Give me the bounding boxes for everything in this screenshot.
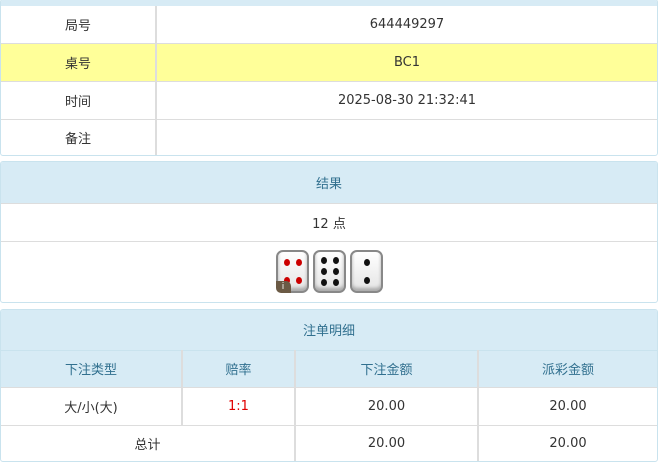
value: BC1 xyxy=(156,42,657,81)
col-amount: 下注金额 xyxy=(295,349,479,387)
bet-type: 大/小(大) xyxy=(1,386,183,425)
value: 2025-08-30 21:32:41 xyxy=(156,80,657,119)
result-points: 12 点 xyxy=(1,202,657,241)
value xyxy=(156,118,657,155)
row-round-id: 局号 644449297 xyxy=(1,6,657,43)
col-payout: 派彩金额 xyxy=(478,349,657,387)
die-6-icon xyxy=(312,250,346,294)
total-row: 总计 20.00 20.00 xyxy=(1,424,657,461)
die-2-icon xyxy=(349,250,383,294)
die-4-icon: i xyxy=(275,250,309,294)
bet-details-panel: 注单明细 下注类型 赔率 下注金额 派彩金额 大/小(大) 1:1 20.00 … xyxy=(0,309,658,462)
info-panel: 局号 644449297 桌号 BC1 时间 2025-08-30 21:32:41 … xyxy=(0,0,658,156)
label: 备注 xyxy=(1,118,157,155)
label: 时间 xyxy=(1,80,157,119)
bet-payout: 20.00 xyxy=(478,386,657,425)
label: 局号 xyxy=(1,6,157,43)
row-table-id: 桌号 BC1 xyxy=(1,42,657,81)
col-type: 下注类型 xyxy=(1,349,183,387)
row-time: 时间 2025-08-30 21:32:41 xyxy=(1,80,657,119)
total-label: 总计 xyxy=(1,424,296,461)
result-panel: 结果 12 点 i xyxy=(0,161,658,303)
bet-odds: 1:1 xyxy=(182,386,296,425)
result-title: 结果 xyxy=(1,162,657,203)
table-row: 大/小(大) 1:1 20.00 20.00 xyxy=(1,386,657,425)
total-amount: 20.00 xyxy=(295,424,479,461)
label: 桌号 xyxy=(1,42,157,81)
value: 644449297 xyxy=(369,16,445,32)
total-payout: 20.00 xyxy=(478,424,657,461)
bet-amount: 20.00 xyxy=(295,386,479,425)
dice-group: i xyxy=(1,250,657,294)
bets-header-row: 下注类型 赔率 下注金额 派彩金额 xyxy=(1,349,657,387)
info-badge[interactable]: i xyxy=(275,281,291,294)
bets-title: 注单明细 xyxy=(1,310,657,350)
col-odds: 赔率 xyxy=(182,349,296,387)
row-note: 备注 xyxy=(1,118,657,155)
